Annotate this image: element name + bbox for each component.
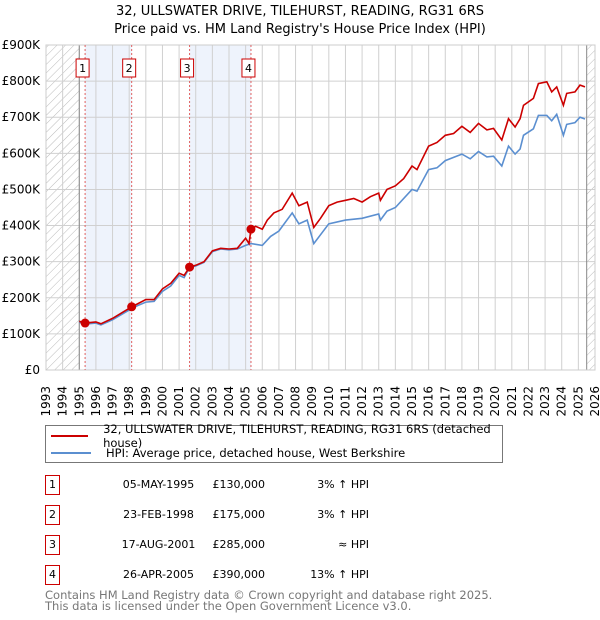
sale-point <box>246 224 256 234</box>
legend-red-line <box>51 435 89 437</box>
legend-item-property: 32, ULLSWATER DRIVE, TILEHURST, READING,… <box>46 422 502 450</box>
marker-label: 1 <box>79 62 86 75</box>
transaction-number-badge: 3 <box>45 535 60 555</box>
transaction-hpi-comparison: 3% ↑ HPI <box>317 508 369 521</box>
chart-title: 32, ULLSWATER DRIVE, TILEHURST, READING,… <box>115 4 485 19</box>
transaction-number-badge: 1 <box>45 475 60 495</box>
hatched-region-after <box>586 45 595 370</box>
x-tick-label: 2025 <box>571 386 585 417</box>
x-tick-label: 2006 <box>255 386 269 417</box>
x-tick-label: 2004 <box>222 386 236 417</box>
x-tick-label: 2023 <box>538 386 552 417</box>
x-tick-label: 1994 <box>56 386 70 417</box>
x-tick-label: 2002 <box>189 386 203 417</box>
footer-copyright: Contains HM Land Registry data © Crown c… <box>45 588 493 602</box>
x-tick-label: 2020 <box>488 386 502 417</box>
sale-point <box>127 302 137 312</box>
legend-item-hpi: HPI: Average price, detached house, West… <box>46 445 405 461</box>
y-tick-label: £500K <box>2 182 42 196</box>
marker-label-box <box>241 58 256 78</box>
transaction-row: 2 23-FEB-1998 £175,000 3% ↑ HPI <box>45 505 385 525</box>
marker-label: 4 <box>245 62 252 75</box>
y-tick-label: £0 <box>25 363 40 377</box>
footer-licence: This data is licensed under the Open Gov… <box>45 599 412 613</box>
transaction-date: 26-APR-2005 <box>122 568 195 581</box>
y-tick-label: £800K <box>2 74 42 88</box>
y-tick-label: £100K <box>2 327 42 341</box>
legend-label-property: 32, ULLSWATER DRIVE, TILEHURST, READING,… <box>103 422 491 450</box>
property-price-line <box>79 80 586 325</box>
hpi-line <box>79 112 586 326</box>
y-tick-label: £400K <box>2 219 42 233</box>
marker-label: 2 <box>126 62 133 75</box>
x-tick-label: 2000 <box>155 386 169 417</box>
marker-label-box <box>75 58 90 78</box>
transaction-price: £175,000 <box>212 508 266 521</box>
y-tick-label: £700K <box>2 110 42 124</box>
x-tick-label: 2005 <box>239 386 253 417</box>
x-tick-label: 2003 <box>205 386 219 417</box>
transaction-price: £130,000 <box>212 478 266 491</box>
x-tick-label: 2015 <box>405 386 419 417</box>
x-tick-label: 2007 <box>272 386 286 417</box>
sale-point <box>80 318 90 328</box>
x-tick-label: 2017 <box>438 386 452 417</box>
x-tick-label: 2014 <box>388 386 402 417</box>
transaction-date: 23-FEB-1998 <box>123 508 194 521</box>
transaction-row: 4 26-APR-2005 £390,000 13% ↑ HPI <box>45 565 385 585</box>
y-tick-label: £900K <box>2 38 42 52</box>
transaction-number-badge: 4 <box>45 565 60 585</box>
transaction-row: 1 05-MAY-1995 £130,000 3% ↑ HPI <box>45 475 385 495</box>
x-tick-label: 2016 <box>422 386 436 417</box>
marker-label-box <box>122 58 137 78</box>
transaction-date: 17-AUG-2001 <box>121 538 196 551</box>
x-tick-label: 2011 <box>338 386 352 417</box>
x-tick-label: 2012 <box>355 386 369 417</box>
transaction-hpi-comparison: 13% ↑ HPI <box>310 568 369 581</box>
price-chart: 1993 1994 1995 1996 1997 1998 1999 2000 2001 2002… <box>2 38 600 417</box>
x-tick-label: 2013 <box>372 386 386 417</box>
legend-blue-line <box>51 452 91 454</box>
transaction-number-badge: 2 <box>45 505 60 525</box>
y-tick-label: £200K <box>2 291 42 305</box>
chart-subtitle: Price paid vs. HM Land Registry's House … <box>114 22 486 37</box>
x-tick-label: 1998 <box>122 386 136 417</box>
transaction-row: 3 17-AUG-2001 £285,000 ≈ HPI <box>45 535 385 555</box>
shaded-range <box>189 45 251 370</box>
x-tick-label: 2008 <box>289 386 303 417</box>
x-tick-label: 2024 <box>555 386 569 417</box>
x-tick-label: 2026 <box>588 386 600 417</box>
x-tick-label: 1997 <box>106 386 120 417</box>
y-tick-label: £600K <box>2 146 42 160</box>
legend-label-hpi: HPI: Average price, detached house, West… <box>106 446 406 460</box>
shaded-range <box>85 45 132 370</box>
transaction-date: 05-MAY-1995 <box>122 478 195 491</box>
x-tick-label: 2021 <box>505 386 519 417</box>
x-tick-label: 2009 <box>305 386 319 417</box>
marker-label-box <box>180 58 195 78</box>
y-tick-label: £300K <box>2 255 42 269</box>
sale-point <box>185 262 195 272</box>
x-tick-label: 2001 <box>172 386 186 417</box>
marker-label: 3 <box>184 62 191 75</box>
x-tick-label: 1999 <box>139 386 153 417</box>
transaction-price: £285,000 <box>212 538 266 551</box>
transaction-hpi-comparison: ≈ HPI <box>338 538 369 551</box>
legend: 32, ULLSWATER DRIVE, TILEHURST, READING,… <box>45 422 503 463</box>
x-tick-label: 2010 <box>322 386 336 417</box>
transaction-hpi-comparison: 3% ↑ HPI <box>317 478 369 491</box>
plot-border <box>45 44 596 371</box>
x-tick-label: 2022 <box>521 386 535 417</box>
x-tick-label: 1995 <box>72 386 86 417</box>
x-tick-label: 2019 <box>472 386 486 417</box>
x-tick-label: 2018 <box>455 386 469 417</box>
x-tick-label: 1993 <box>39 386 53 417</box>
transaction-price: £390,000 <box>212 568 266 581</box>
x-tick-label: 1996 <box>89 386 103 417</box>
